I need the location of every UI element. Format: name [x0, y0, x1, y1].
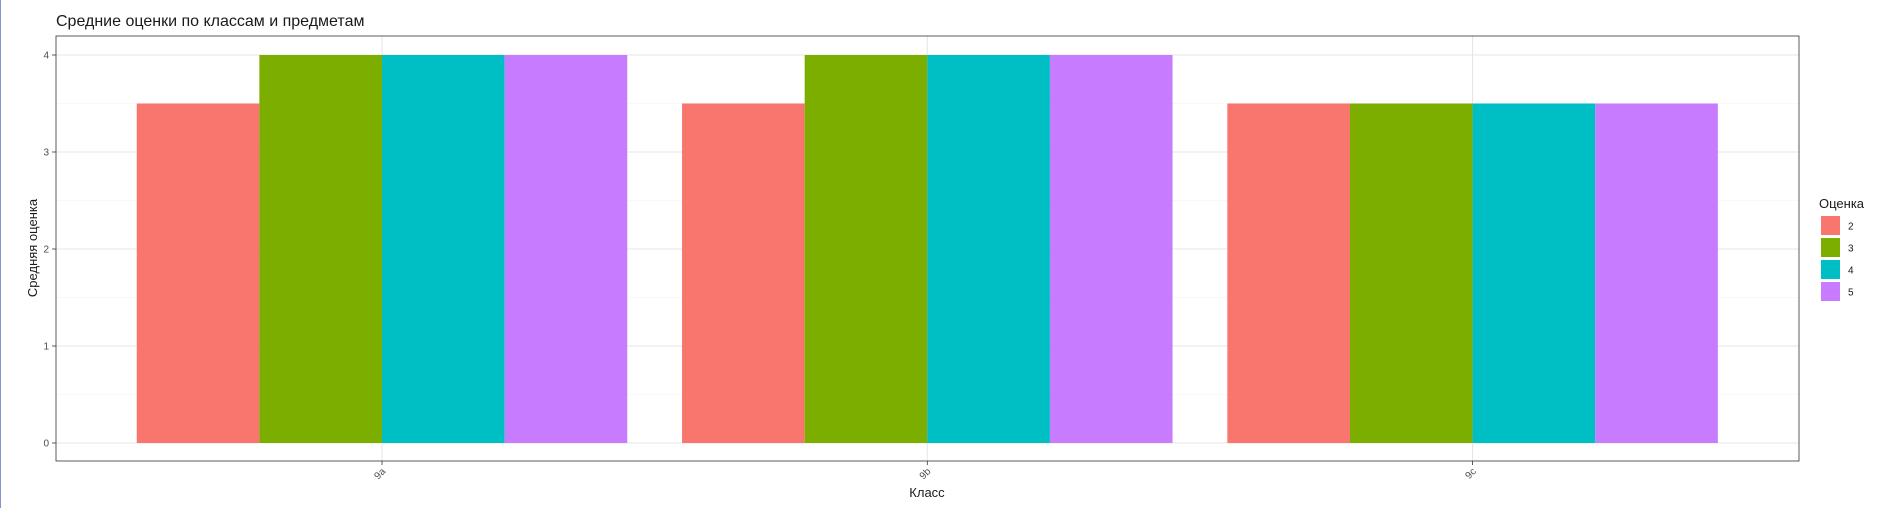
legend-label: 4 [1848, 266, 1854, 277]
x-tick-label: 9b [918, 466, 934, 482]
bar-9c-series-5 [1595, 103, 1718, 443]
legend-label: 5 [1848, 288, 1854, 299]
y-tick-label: 0 [43, 439, 49, 450]
bar-9a-series-3 [259, 55, 382, 443]
bar-9c-series-3 [1349, 103, 1473, 443]
y-tick-label: 2 [43, 245, 49, 256]
legend-label: 3 [1848, 244, 1854, 255]
x-axis-title: Класс [909, 485, 945, 500]
bar-9b-series-5 [1049, 55, 1173, 443]
bar-9a-series-4 [382, 55, 505, 443]
bar-9a-series-5 [504, 55, 628, 443]
y-tick-label: 1 [43, 342, 49, 353]
bar-9b-series-4 [927, 55, 1050, 443]
y-axis: 0 1 2 3 4 [43, 51, 56, 450]
chart-title: Средние оценки по классам и предметам [56, 13, 364, 30]
x-tick-label: 9a [372, 466, 388, 482]
legend: Оценка 2 3 4 5 [1819, 196, 1865, 301]
bar-9b-series-3 [804, 55, 928, 443]
bar-9a-series-2 [136, 103, 260, 443]
y-axis-title: Средняя оценка [25, 198, 40, 297]
legend-swatch [1821, 216, 1840, 235]
x-axis: 9a 9b 9c [372, 461, 1479, 482]
y-tick-label: 4 [43, 51, 49, 62]
bars [136, 55, 1718, 443]
bar-9b-series-2 [682, 103, 805, 443]
x-tick-label: 9c [1463, 466, 1478, 481]
legend-swatch [1821, 260, 1840, 279]
y-tick-label: 3 [43, 148, 49, 159]
legend-swatch [1821, 238, 1840, 257]
legend-items: 2 3 4 5 [1821, 216, 1854, 301]
legend-label: 2 [1848, 222, 1854, 233]
bar-9c-series-4 [1472, 103, 1596, 443]
bar-9c-series-2 [1227, 103, 1350, 443]
legend-title: Оценка [1819, 196, 1865, 211]
legend-swatch [1821, 282, 1840, 301]
